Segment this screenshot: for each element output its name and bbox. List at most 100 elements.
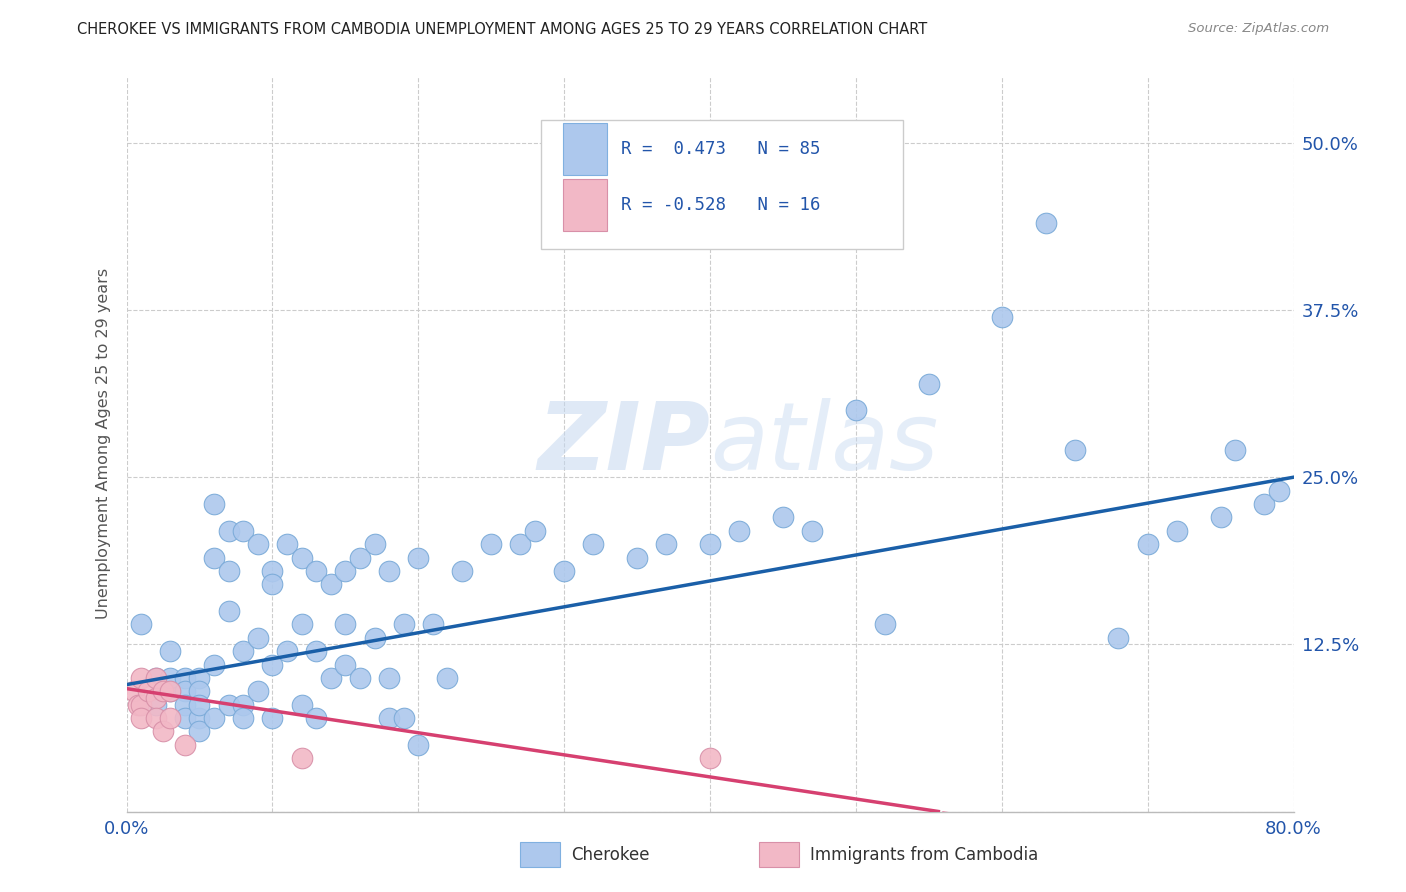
Point: [122, 684, 145, 698]
Point: [152, 684, 174, 698]
Point: [159, 684, 181, 698]
Bar: [562, 123, 607, 175]
Text: Source: ZipAtlas.com: Source: ZipAtlas.com: [1188, 22, 1329, 36]
Point: [378, 711, 401, 725]
Point: [152, 724, 174, 739]
Text: CHEROKEE VS IMMIGRANTS FROM CAMBODIA UNEMPLOYMENT AMONG AGES 25 TO 29 YEARS CORR: CHEROKEE VS IMMIGRANTS FROM CAMBODIA UNE…: [77, 22, 928, 37]
Point: [262, 577, 284, 591]
Point: [129, 617, 152, 632]
Y-axis label: Unemployment Among Ages 25 to 29 years: Unemployment Among Ages 25 to 29 years: [96, 268, 111, 619]
Point: [655, 537, 678, 551]
Point: [1253, 497, 1275, 511]
Point: [218, 524, 240, 538]
Point: [451, 564, 474, 578]
Point: [408, 738, 430, 752]
Point: [188, 724, 211, 739]
Point: [218, 564, 240, 578]
Point: [127, 698, 149, 712]
Point: [174, 698, 197, 712]
Point: [129, 711, 152, 725]
Point: [845, 403, 868, 417]
Point: [305, 711, 328, 725]
Point: [349, 550, 371, 565]
Point: [276, 644, 298, 658]
Point: [202, 550, 225, 565]
Point: [305, 564, 328, 578]
Point: [1035, 216, 1057, 230]
Point: [319, 671, 342, 685]
Point: [145, 698, 167, 712]
Point: [349, 671, 371, 685]
Point: [319, 577, 342, 591]
Point: [188, 711, 211, 725]
Point: [553, 564, 575, 578]
Text: Cherokee: Cherokee: [571, 846, 650, 863]
Point: [174, 711, 197, 725]
Point: [1108, 631, 1130, 645]
Point: [335, 564, 357, 578]
Point: [1223, 443, 1246, 458]
Point: [290, 617, 312, 632]
Point: [772, 510, 794, 524]
Point: [262, 564, 284, 578]
Text: ZIP: ZIP: [537, 398, 710, 490]
Point: [202, 657, 225, 672]
Point: [1063, 443, 1085, 458]
Point: [363, 537, 385, 551]
Point: [262, 657, 284, 672]
Point: [290, 698, 312, 712]
Point: [875, 617, 897, 632]
Text: Immigrants from Cambodia: Immigrants from Cambodia: [810, 846, 1038, 863]
Point: [626, 550, 648, 565]
Point: [232, 711, 254, 725]
Point: [509, 537, 531, 551]
Point: [392, 617, 415, 632]
Point: [335, 617, 357, 632]
Point: [408, 550, 430, 565]
FancyBboxPatch shape: [541, 120, 903, 249]
Point: [1209, 510, 1232, 524]
Point: [262, 711, 284, 725]
Point: [174, 684, 197, 698]
Point: [335, 657, 357, 672]
Point: [202, 711, 225, 725]
Point: [246, 537, 269, 551]
Point: [1268, 483, 1291, 498]
Point: [378, 564, 401, 578]
Point: [246, 631, 269, 645]
Point: [138, 684, 160, 698]
Point: [699, 751, 721, 765]
Point: [174, 738, 197, 752]
Point: [188, 671, 211, 685]
Point: [145, 671, 167, 685]
Point: [145, 690, 167, 705]
Point: [305, 644, 328, 658]
Point: [436, 671, 458, 685]
Point: [422, 617, 444, 632]
Bar: [562, 179, 607, 230]
Point: [232, 644, 254, 658]
Point: [1166, 524, 1188, 538]
Point: [129, 671, 152, 685]
Point: [990, 310, 1012, 324]
Point: [232, 524, 254, 538]
Point: [290, 751, 312, 765]
Point: [159, 671, 181, 685]
Point: [479, 537, 502, 551]
Point: [276, 537, 298, 551]
Point: [159, 711, 181, 725]
Point: [378, 671, 401, 685]
Point: [218, 698, 240, 712]
Point: [232, 698, 254, 712]
Point: [202, 497, 225, 511]
Point: [218, 604, 240, 618]
Point: [290, 550, 312, 565]
Point: [188, 684, 211, 698]
Point: [801, 524, 824, 538]
Point: [145, 671, 167, 685]
Text: R =  0.473   N = 85: R = 0.473 N = 85: [621, 140, 821, 158]
Point: [699, 537, 721, 551]
Text: atlas: atlas: [710, 398, 938, 490]
Point: [524, 524, 547, 538]
Point: [145, 711, 167, 725]
